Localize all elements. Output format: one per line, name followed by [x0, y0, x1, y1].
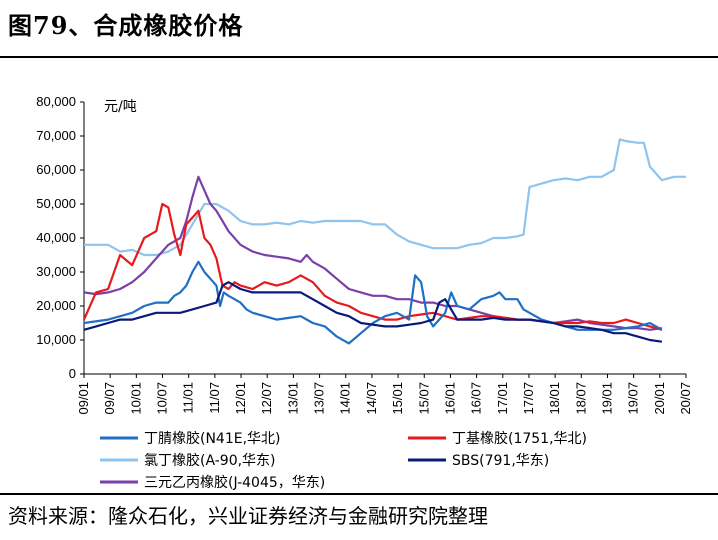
chart-legend: 丁腈橡胶(N41E,华北) 丁基橡胶(1751,华北) 氯丁橡胶(A-90,华东) S…: [100, 430, 587, 491]
x-tick-label: 19/07: [626, 382, 641, 415]
x-tick-label: 12/01: [233, 382, 248, 415]
legend-label: SBS(791,华东): [452, 453, 549, 469]
series-line: [83, 260, 663, 345]
y-tick-label: 80,000: [36, 94, 76, 109]
x-tick-label: 13/01: [285, 382, 300, 415]
x-tick-label: 15/01: [390, 382, 405, 415]
x-tick-label: 17/07: [521, 382, 536, 415]
chart-series-lines: [82, 138, 686, 345]
x-tick-label: 19/01: [599, 382, 614, 415]
y-tick-label: 30,000: [36, 264, 76, 279]
x-tick-label: 20/07: [678, 382, 693, 415]
chart-title: 图79、合成橡胶价格: [8, 11, 244, 40]
x-tick-label: 15/07: [416, 382, 431, 415]
y-tick-label: 20,000: [36, 298, 76, 313]
y-axis-unit-label: 元/吨: [104, 99, 137, 115]
y-tick-label: 10,000: [36, 332, 76, 347]
y-tick-label: 40,000: [36, 230, 76, 245]
x-tick-label: 18/07: [573, 382, 588, 415]
legend-label: 丁腈橡胶(N41E,华北): [144, 430, 281, 447]
x-tick-label: 20/01: [652, 382, 667, 415]
y-tick-label: 70,000: [36, 128, 76, 143]
x-tick-label: 11/07: [207, 382, 222, 414]
x-tick-label: 10/07: [155, 382, 170, 415]
title-underline: [0, 56, 718, 58]
x-tick-label: 14/01: [338, 382, 353, 415]
x-tick-label: 09/01: [76, 382, 91, 415]
legend-label: 三元乙丙橡胶(J-4045，华东): [144, 474, 325, 491]
x-tick-label: 11/01: [181, 382, 196, 414]
series-line: [83, 281, 663, 343]
x-tick-label: 18/01: [547, 382, 562, 415]
x-tick-label: 16/07: [469, 382, 484, 415]
source-note: 资料来源：隆众石化，兴业证券经济与金融研究院整理: [8, 504, 488, 528]
x-tick-label: 17/01: [495, 382, 510, 415]
x-tick-label: 13/07: [312, 382, 327, 415]
legend-label: 氯丁橡胶(A-90,华东): [144, 452, 276, 469]
series-line: [83, 175, 663, 331]
y-tick-label: 0: [69, 366, 76, 381]
legend-label: 丁基橡胶(1751,华北): [452, 430, 587, 447]
y-tick-label: 60,000: [36, 162, 76, 177]
y-tick-label: 50,000: [36, 196, 76, 211]
x-tick-label: 12/07: [259, 382, 274, 415]
source-rule: [0, 493, 718, 495]
chart-axes: 0 10,000 20,000 30,000 40,000 50,000 60,000 70,…: [36, 94, 693, 415]
x-tick-label: 14/07: [364, 382, 379, 415]
x-tick-label: 10/01: [128, 382, 143, 415]
series-line: [82, 202, 663, 331]
series-line: [84, 138, 686, 257]
x-tick-label: 16/01: [442, 382, 457, 415]
x-tick-label: 09/07: [102, 382, 117, 415]
